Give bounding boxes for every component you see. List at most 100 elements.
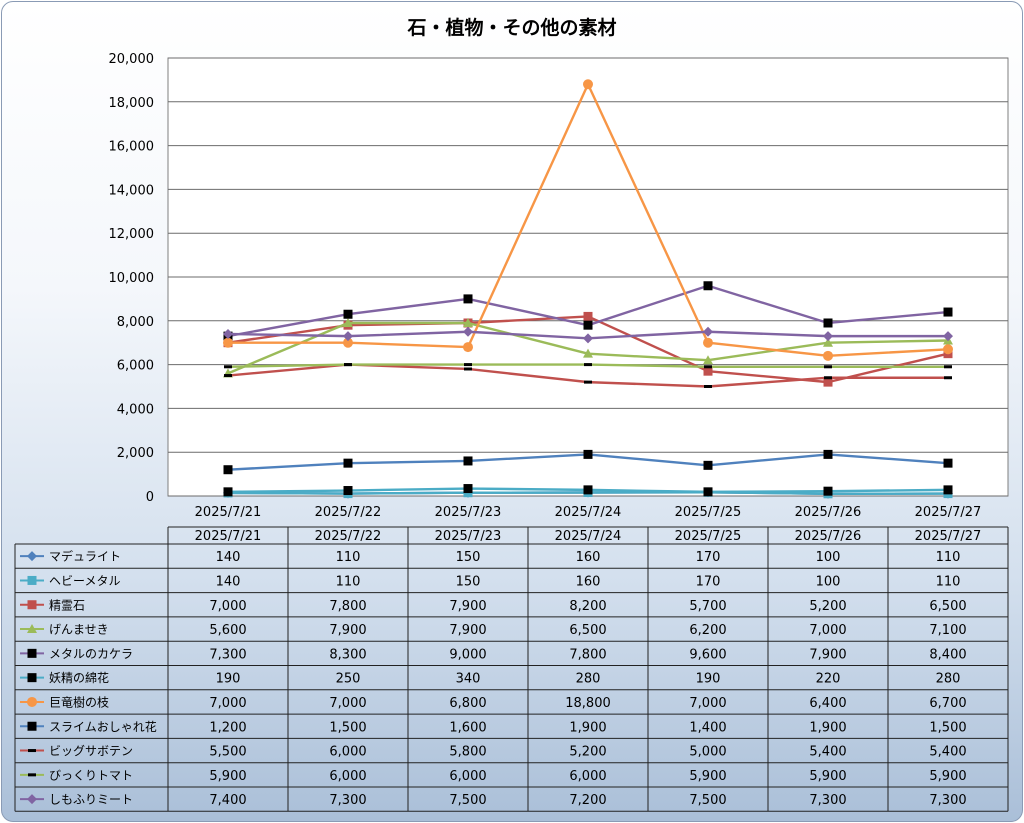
table-cell: 9,600 xyxy=(689,647,726,662)
table-header-cell: 2025/7/27 xyxy=(915,529,982,544)
data-point xyxy=(343,309,353,319)
y-tick-label: 2,000 xyxy=(117,446,154,461)
data-point xyxy=(223,337,233,348)
legend-key xyxy=(20,673,44,683)
data-point xyxy=(943,485,953,495)
y-tick-label: 6,000 xyxy=(117,359,154,374)
data-point xyxy=(823,350,833,361)
series-name: ヘビーメタル xyxy=(49,574,121,588)
y-tick-label: 10,000 xyxy=(109,271,155,286)
data-point xyxy=(583,333,593,344)
data-point xyxy=(703,355,713,365)
data-point xyxy=(583,320,593,330)
data-point xyxy=(224,365,232,369)
table-cell: 150 xyxy=(456,550,481,565)
data-point xyxy=(703,337,713,348)
y-tick-label: 8,000 xyxy=(117,315,154,330)
table-cell: 5,400 xyxy=(929,745,966,760)
data-point xyxy=(583,79,593,90)
table-cell: 5,500 xyxy=(209,745,246,760)
legend-key xyxy=(20,721,44,731)
table-cell: 7,000 xyxy=(689,696,726,711)
data-point xyxy=(343,458,353,468)
table-cell: 8,400 xyxy=(929,647,966,662)
y-tick-label: 16,000 xyxy=(109,140,155,155)
data-point xyxy=(823,449,833,459)
table-cell: 5,800 xyxy=(449,745,486,760)
data-point xyxy=(944,365,952,369)
table-cell: 5,900 xyxy=(809,769,846,784)
table-cell: 6,400 xyxy=(809,696,846,711)
table-header-cell: 2025/7/26 xyxy=(795,529,862,544)
data-point xyxy=(464,367,472,371)
data-point xyxy=(223,487,233,497)
series-name: マデュライト xyxy=(49,549,121,564)
table-cell: 6,700 xyxy=(929,696,966,711)
data-point xyxy=(944,376,952,380)
data-point xyxy=(584,380,592,384)
table-cell: 6,800 xyxy=(449,696,486,711)
table-cell: 5,700 xyxy=(689,599,726,614)
data-point xyxy=(27,673,37,683)
table-cell: 1,200 xyxy=(209,720,246,735)
table-cell: 5,900 xyxy=(209,769,246,784)
table-cell: 7,800 xyxy=(569,647,606,662)
data-point xyxy=(343,331,353,342)
legend-key xyxy=(20,575,44,585)
table-cell: 7,300 xyxy=(209,647,246,662)
x-tick-label: 2025/7/21 xyxy=(195,505,262,520)
table-cell: 160 xyxy=(576,574,601,589)
table-cell: 170 xyxy=(696,550,721,565)
table-cell: 110 xyxy=(336,550,361,565)
data-point xyxy=(343,337,353,348)
table-cell: 280 xyxy=(936,672,961,687)
y-tick-label: 12,000 xyxy=(109,227,155,242)
data-point xyxy=(343,317,353,327)
table-cell: 140 xyxy=(216,550,241,565)
legend-key xyxy=(20,551,44,562)
table-cell: 160 xyxy=(576,550,601,565)
table-cell: 110 xyxy=(936,574,961,589)
table-cell: 6,000 xyxy=(569,769,606,784)
data-table: 2025/7/21 2025/7/22 2025/7/23 2025/7/24 2025… xyxy=(14,526,1009,812)
data-point xyxy=(943,307,953,317)
legend-key xyxy=(20,749,44,753)
data-point xyxy=(583,485,593,495)
x-tick-label: 2025/7/26 xyxy=(795,505,862,520)
table-cell: 280 xyxy=(576,672,601,687)
series-name: 巨竜樹の枝 xyxy=(49,694,109,709)
data-point xyxy=(27,696,37,707)
table-cell: 7,900 xyxy=(449,599,486,614)
y-tick-label: 4,000 xyxy=(117,402,154,417)
data-point xyxy=(344,363,352,367)
data-point xyxy=(28,773,36,777)
table-cell: 340 xyxy=(456,672,481,687)
table-cell: 7,100 xyxy=(929,623,966,638)
table-cell: 110 xyxy=(336,574,361,589)
table-cell: 1,500 xyxy=(329,720,366,735)
table-cell: 6,000 xyxy=(449,769,486,784)
table-header-cell: 2025/7/24 xyxy=(555,529,622,544)
table-cell: 6,000 xyxy=(329,745,366,760)
data-point xyxy=(223,328,233,339)
table-cell: 7,000 xyxy=(209,599,246,614)
table-cell: 1,400 xyxy=(689,720,726,735)
table-cell: 8,300 xyxy=(329,647,366,662)
table-cell: 5,200 xyxy=(569,745,606,760)
data-point xyxy=(584,363,592,367)
table-cell: 5,000 xyxy=(689,745,726,760)
table-header-cell: 2025/7/22 xyxy=(315,529,382,544)
table-cell: 6,200 xyxy=(689,623,726,638)
table-cell: 190 xyxy=(216,672,241,687)
data-point xyxy=(823,331,833,342)
data-point xyxy=(27,794,37,805)
data-point xyxy=(943,331,953,342)
legend-key xyxy=(20,696,44,707)
series-10 xyxy=(224,363,952,369)
data-point xyxy=(463,294,473,304)
data-point xyxy=(27,551,37,562)
data-point xyxy=(703,460,713,470)
table-cell: 220 xyxy=(816,672,841,687)
series-name: しもふりミート xyxy=(49,793,133,807)
